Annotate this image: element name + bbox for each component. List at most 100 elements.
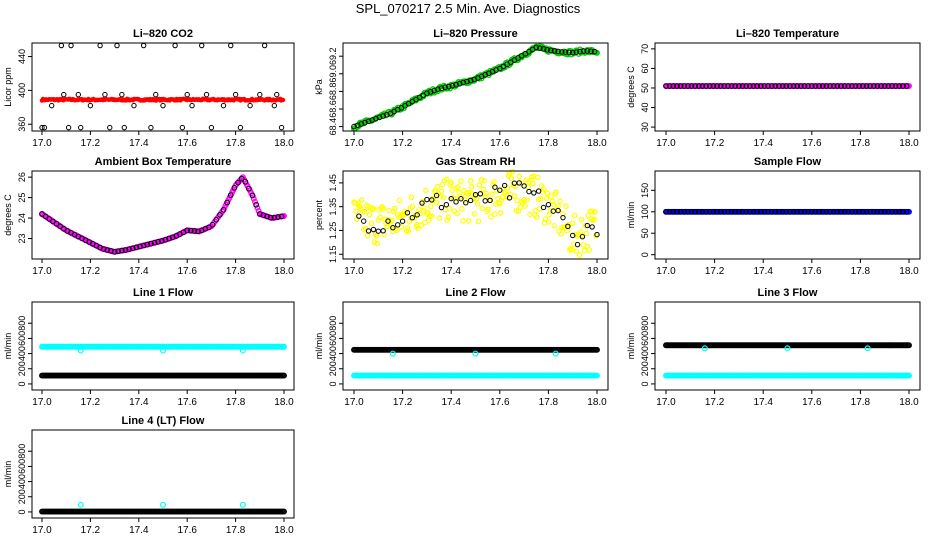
data-point (496, 200, 502, 206)
data-point (373, 115, 379, 122)
data-point (594, 231, 600, 238)
data-point (585, 212, 592, 219)
data-point (867, 208, 873, 215)
data-point (732, 208, 739, 215)
data-point (552, 350, 559, 357)
data-point (160, 347, 167, 354)
data-point (375, 228, 381, 234)
data-point (591, 48, 598, 55)
data-point (544, 190, 551, 196)
data-point (460, 218, 466, 224)
data-point (122, 247, 129, 253)
data-point (841, 83, 848, 89)
data-point (584, 222, 590, 229)
data-point (480, 186, 487, 192)
data-point (371, 239, 378, 245)
x-tick-label: 17.4 (129, 138, 149, 149)
data-point (852, 208, 859, 215)
data-point (896, 83, 903, 89)
data-point (593, 233, 599, 239)
data-point (688, 208, 695, 215)
data-point (874, 208, 881, 215)
plot-frame (654, 42, 921, 132)
data-point (534, 174, 541, 181)
series-line3-line_flow (663, 342, 912, 349)
panel-sample_flow: Sample Flow ml/min 17.0 17.2 17.4 17.6 17.8 18.… (626, 156, 921, 277)
data-point (351, 123, 357, 130)
data-point (239, 347, 246, 354)
data-point (790, 208, 797, 215)
data-point (356, 213, 362, 219)
series-co2-licor (39, 42, 285, 131)
data-point (188, 227, 194, 234)
data-point (390, 225, 396, 231)
data-point (498, 197, 505, 203)
data-point (140, 242, 147, 249)
data-point (574, 241, 581, 248)
data-point (133, 244, 140, 251)
data-point (271, 102, 278, 109)
y-tick-label: 50 (640, 228, 650, 238)
data-point (674, 83, 680, 89)
data-point (516, 180, 522, 186)
data-point (787, 83, 793, 89)
plot-frame (31, 170, 295, 260)
x-tick-label: 17.0 (32, 525, 52, 536)
data-point (856, 208, 862, 215)
y-tick-label: 200 (328, 361, 338, 376)
data-point (442, 84, 448, 91)
data-point (885, 83, 892, 89)
x-tick-label: 17.4 (753, 266, 773, 277)
data-point (166, 235, 172, 242)
data-point (710, 83, 717, 89)
data-point (750, 208, 757, 215)
data-point (184, 227, 190, 234)
data-point (61, 91, 67, 98)
x-tick-label: 17.8 (851, 138, 871, 149)
data-point (699, 83, 706, 89)
data-point (476, 182, 483, 189)
data-point (569, 220, 576, 226)
data-point (747, 208, 753, 215)
x-tick-label: 17.6 (802, 397, 822, 408)
data-point (431, 87, 437, 94)
data-point (482, 198, 488, 204)
panel-title: Line 3 Flow (758, 287, 818, 299)
y-tick-label: 70 (640, 44, 650, 54)
data-point (540, 204, 547, 211)
data-point (677, 83, 684, 89)
data-point (140, 42, 147, 49)
data-point (119, 91, 125, 98)
data-point (393, 227, 400, 234)
data-point (422, 219, 428, 226)
data-point (885, 208, 892, 215)
data-point (896, 208, 903, 215)
data-point (761, 208, 768, 215)
x-tick-label: 17.4 (753, 397, 773, 408)
data-point (217, 211, 223, 218)
data-point (389, 350, 396, 357)
data-point (787, 208, 793, 215)
data-point (801, 208, 808, 215)
x-tick-label: 17.0 (32, 397, 52, 408)
data-point (594, 346, 600, 353)
data-point (464, 78, 470, 85)
data-point (418, 222, 424, 229)
data-point (530, 180, 536, 187)
y-tick-label: 440 (17, 49, 27, 64)
data-point (779, 83, 786, 89)
data-point (460, 79, 467, 86)
data-point (900, 83, 906, 89)
data-point (433, 199, 440, 206)
y-tick-label: 68.6 (328, 100, 338, 118)
data-point (674, 208, 680, 215)
data-point (467, 178, 474, 184)
data-point (392, 205, 398, 212)
data-point (757, 208, 764, 215)
data-point (860, 83, 866, 89)
data-point (264, 213, 270, 220)
data-point (549, 198, 556, 205)
data-point (65, 124, 72, 131)
y-tick-label: 26 (17, 172, 27, 182)
data-point (144, 241, 151, 248)
